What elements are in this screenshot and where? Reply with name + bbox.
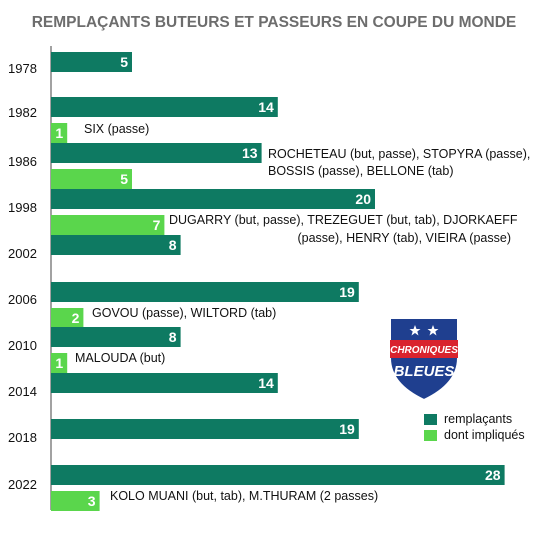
bar-remplacants-2006 [51,282,359,302]
year-label-1998: 1998 [8,200,37,215]
bar-remplacants-2010 [51,327,181,347]
year-label-2002: 2002 [8,246,37,261]
value-label-impliques-1986: 5 [120,171,128,187]
year-label-1982: 1982 [8,105,37,120]
annotation-1986-line-2: BOSSIS (passe), BELLONE (tab) [268,164,454,178]
value-label-impliques-2010: 1 [55,355,63,371]
annotation-2010-line-1: MALOUDA (but) [75,351,165,365]
legend-label-remplacants: remplaçants [444,412,513,426]
annotation-2022-line-1: KOLO MUANI (but, tab), M.THURAM (2 passe… [110,489,378,503]
bar-remplacants-1982 [51,97,278,117]
bar-impliques-1982 [51,123,68,143]
year-label-2006: 2006 [8,292,37,307]
bar-remplacants-2002 [51,235,181,255]
value-label-impliques-2022: 3 [88,493,96,509]
annotation-1998-line-2: (passe), HENRY (tab), VIEIRA (passe) [297,231,511,245]
annotation-2006-line-1: GOVOU (passe), WILTORD (tab) [92,306,276,320]
bar-remplacants-2014 [51,373,278,393]
year-label-1986: 1986 [8,154,37,169]
bar-impliques-1986 [51,169,132,189]
value-label-impliques-1998: 7 [153,217,161,233]
chroniques-bleues-shield-icon: CHRONIQUES BLEUES [386,312,462,402]
value-label-impliques-1982: 1 [55,125,63,141]
year-label-2022: 2022 [8,477,37,492]
bar-remplacants-2018 [51,419,359,439]
bar-remplacants-1978 [51,52,132,72]
bar-remplacants-1998 [51,189,375,209]
value-label-remplacants-1982: 14 [258,99,274,115]
value-label-remplacants-2014: 14 [258,375,274,391]
bar-impliques-2022 [51,491,100,511]
year-label-2010: 2010 [8,338,37,353]
value-label-remplacants-2002: 8 [169,237,177,253]
legend-label-impliques: dont impliqués [444,428,525,442]
legend-item-impliques: dont impliqués [424,428,525,442]
legend-swatch-remplacants [424,413,437,425]
logo-text-line1: CHRONIQUES [390,345,458,356]
legend-swatch-impliques [424,429,437,441]
legend-item-remplacants: remplaçants [424,412,512,426]
year-label-1978: 1978 [8,61,37,76]
value-label-remplacants-2010: 8 [169,329,177,345]
value-label-remplacants-1998: 20 [355,191,371,207]
bar-remplacants-1986 [51,143,262,163]
logo-text-line2: BLEUES [394,363,455,380]
value-label-remplacants-1986: 13 [242,145,258,161]
bar-remplacants-2022 [51,465,505,485]
chart-title: REMPLAÇANTS BUTEURS ET PASSEURS EN COUPE… [31,14,517,31]
bar-impliques-2010 [51,353,68,373]
value-label-remplacants-2022: 28 [485,467,501,483]
year-label-2014: 2014 [8,384,37,399]
bar-impliques-1998 [51,215,165,235]
annotation-1998-line-1: DUGARRY (but, passe), TREZEGUET (but, ta… [169,213,518,227]
value-label-remplacants-1978: 5 [120,54,128,70]
year-label-2018: 2018 [8,430,37,445]
value-label-remplacants-2018: 19 [339,421,355,437]
annotation-1986-line-1: ROCHETEAU (but, passe), STOPYRA (passe), [268,147,530,161]
annotation-1982-line-1: SIX (passe) [84,122,149,136]
value-label-remplacants-2006: 19 [339,284,355,300]
value-label-impliques-2006: 2 [72,310,80,326]
bar-impliques-2006 [51,308,84,328]
